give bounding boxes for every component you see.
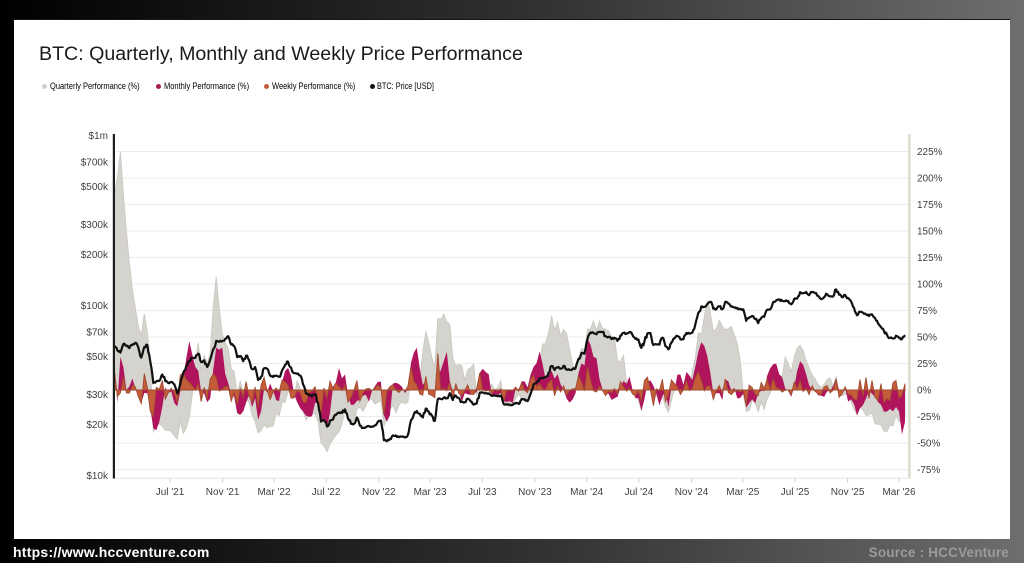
svg-text:$300k: $300k — [81, 220, 109, 231]
svg-text:Nov '25: Nov '25 — [831, 487, 865, 498]
svg-text:Jul '24: Jul '24 — [625, 487, 654, 498]
svg-text:Mar '23: Mar '23 — [414, 487, 447, 498]
svg-text:Jul '22: Jul '22 — [312, 487, 341, 498]
svg-text:$10k: $10k — [86, 471, 109, 482]
svg-text:$500k: $500k — [81, 182, 109, 193]
svg-text:75%: 75% — [917, 306, 937, 317]
svg-text:175%: 175% — [917, 200, 943, 211]
svg-text:-25%: -25% — [917, 412, 940, 423]
svg-text:$30k: $30k — [86, 390, 109, 401]
svg-text:Mar '25: Mar '25 — [726, 487, 759, 498]
svg-text:100%: 100% — [917, 280, 943, 291]
svg-text:0%: 0% — [917, 386, 932, 397]
svg-text:Mar '24: Mar '24 — [570, 487, 603, 498]
svg-text:Nov '21: Nov '21 — [206, 487, 240, 498]
svg-text:$20k: $20k — [86, 420, 109, 431]
svg-text:$50k: $50k — [86, 352, 109, 363]
svg-text:Nov '23: Nov '23 — [518, 487, 552, 498]
svg-text:-50%: -50% — [917, 439, 940, 450]
svg-text:-75%: -75% — [917, 465, 940, 476]
svg-text:$70k: $70k — [86, 327, 109, 338]
svg-text:$700k: $700k — [81, 157, 109, 168]
svg-text:Jul '25: Jul '25 — [781, 487, 810, 498]
svg-text:$1m: $1m — [89, 131, 108, 142]
svg-text:$100k: $100k — [81, 301, 109, 312]
svg-text:Jul '23: Jul '23 — [468, 487, 497, 498]
svg-text:200%: 200% — [917, 174, 943, 185]
svg-text:Mar '22: Mar '22 — [257, 487, 290, 498]
svg-text:150%: 150% — [917, 227, 943, 238]
svg-text:25%: 25% — [917, 359, 937, 370]
svg-text:Mar '26: Mar '26 — [882, 487, 915, 498]
svg-text:Nov '24: Nov '24 — [675, 487, 709, 498]
svg-text:Jul '21: Jul '21 — [156, 487, 185, 498]
svg-text:125%: 125% — [917, 253, 943, 264]
svg-text:225%: 225% — [917, 147, 943, 158]
svg-text:$200k: $200k — [81, 250, 109, 261]
svg-text:50%: 50% — [917, 333, 937, 344]
svg-text:Nov '22: Nov '22 — [362, 487, 396, 498]
